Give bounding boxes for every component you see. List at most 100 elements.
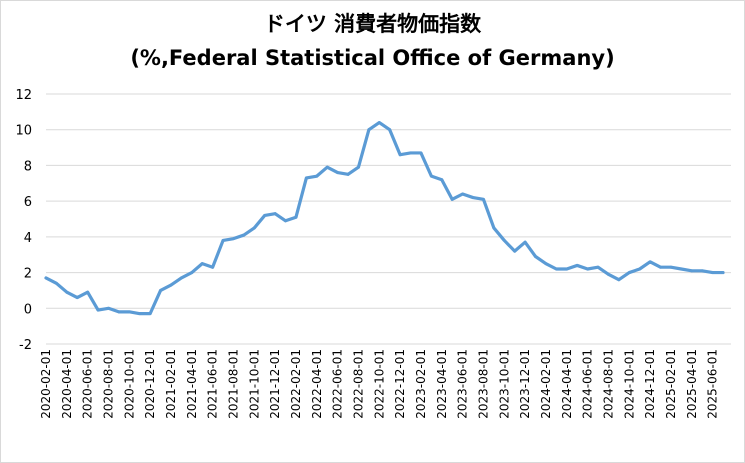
data-point [127, 310, 131, 314]
data-point [252, 226, 256, 230]
x-tick-label: 2024-06-01 [581, 349, 595, 419]
data-point [409, 151, 412, 155]
chart-title-block: ドイツ 消費者物価指数 (%,Federal Statistical Offic… [1, 7, 744, 75]
x-tick-label: 2025-04-01 [685, 349, 699, 419]
data-point [159, 289, 162, 292]
x-tick-label: 2023-08-01 [476, 349, 490, 419]
data-point [596, 265, 600, 269]
x-tick-label: 2020-04-01 [60, 349, 74, 419]
x-tick-label: 2020-08-01 [101, 349, 115, 419]
data-point [534, 255, 537, 258]
data-point [304, 176, 308, 180]
data-point [450, 197, 454, 201]
x-tick-label: 2022-02-01 [289, 349, 303, 419]
data-point [607, 272, 610, 276]
y-tick-label: 10 [15, 124, 32, 139]
x-tick-label: 2023-04-01 [435, 349, 449, 419]
data-point [346, 172, 350, 176]
data-point [180, 276, 183, 280]
x-tick-label: 2021-08-01 [226, 349, 240, 419]
y-axis-ticks: -2 0 2 4 6 8 10 12 [15, 88, 32, 353]
x-tick-label: 2024-10-01 [622, 349, 636, 419]
x-tick-label: 2024-02-01 [539, 349, 553, 419]
data-point [377, 121, 381, 124]
x-tick-label: 2022-10-01 [372, 349, 386, 419]
data-point [169, 283, 173, 287]
data-point [461, 192, 465, 196]
data-point [440, 178, 444, 182]
y-tick-label: 2 [24, 267, 32, 282]
chart-subtitle: (%,Federal Statistical Office of Germany… [130, 46, 615, 70]
data-point [659, 265, 662, 269]
x-tick-label: 2021-04-01 [185, 349, 199, 419]
data-point [232, 237, 235, 241]
y-tick-label: 12 [15, 88, 32, 103]
x-tick-label: 2022-08-01 [351, 349, 365, 419]
data-point [627, 271, 631, 274]
y-tick-label: 0 [24, 302, 32, 317]
data-point [617, 278, 621, 282]
x-tick-label: 2023-12-01 [518, 349, 532, 419]
x-tick-label: 2024-08-01 [601, 349, 615, 419]
data-point [55, 281, 58, 285]
data-point [294, 215, 298, 219]
x-axis-ticks: 2020-02-01 2020-04-01 2020-06-01 2020-08-01… [39, 349, 720, 419]
data-point [388, 128, 392, 132]
data-point [523, 240, 527, 244]
data-point [263, 214, 267, 217]
x-tick-label: 2020-06-01 [81, 349, 95, 419]
x-tick-label: 2025-02-01 [664, 349, 678, 419]
data-point [221, 239, 225, 242]
x-tick-label: 2022-04-01 [310, 349, 324, 419]
data-point [336, 171, 340, 174]
x-tick-label: 2023-02-01 [414, 349, 428, 419]
data-point [357, 165, 360, 169]
y-tick-label: 8 [24, 159, 32, 174]
data-point [513, 249, 517, 253]
x-tick-label: 2024-04-01 [560, 349, 574, 419]
data-point [482, 197, 485, 201]
data-point [700, 269, 704, 273]
data-point [554, 267, 558, 271]
data-point [575, 264, 579, 267]
data-point [138, 312, 142, 316]
data-point [638, 267, 642, 271]
series-layer [44, 120, 725, 316]
data-point [200, 262, 204, 266]
data-point [502, 239, 506, 242]
data-point [544, 262, 548, 266]
x-tick-label: 2021-06-01 [206, 349, 220, 419]
data-point [117, 310, 121, 314]
data-point [315, 174, 319, 178]
y-tick-label: 6 [24, 195, 32, 210]
y-tick-label: 4 [24, 231, 32, 246]
data-point [148, 312, 152, 316]
chart-title: ドイツ 消費者物価指数 [263, 12, 482, 36]
x-tick-label: 2023-10-01 [497, 349, 511, 419]
x-tick-label: 2021-10-01 [247, 349, 261, 419]
data-point [86, 290, 90, 294]
data-point [565, 267, 569, 271]
x-tick-label: 2022-12-01 [393, 349, 407, 419]
data-point [419, 151, 423, 155]
data-point [648, 260, 652, 264]
data-point [325, 165, 329, 169]
data-point [211, 265, 215, 269]
data-point [492, 226, 496, 230]
x-tick-label: 2023-06-01 [456, 349, 470, 419]
data-point [96, 308, 100, 312]
data-point [429, 174, 433, 178]
x-tick-label: 2025-06-01 [706, 349, 720, 419]
data-point [669, 265, 673, 269]
data-point [284, 219, 287, 223]
x-tick-label: 2021-02-01 [164, 349, 178, 419]
data-point [471, 196, 475, 199]
data-point [398, 153, 402, 157]
x-tick-label: 2022-06-01 [331, 349, 345, 419]
x-tick-label: 2020-12-01 [143, 349, 157, 419]
data-point [107, 306, 110, 310]
x-tick-label: 2020-02-01 [39, 349, 53, 419]
data-point [273, 212, 277, 216]
x-tick-label: 2020-10-01 [122, 349, 136, 419]
